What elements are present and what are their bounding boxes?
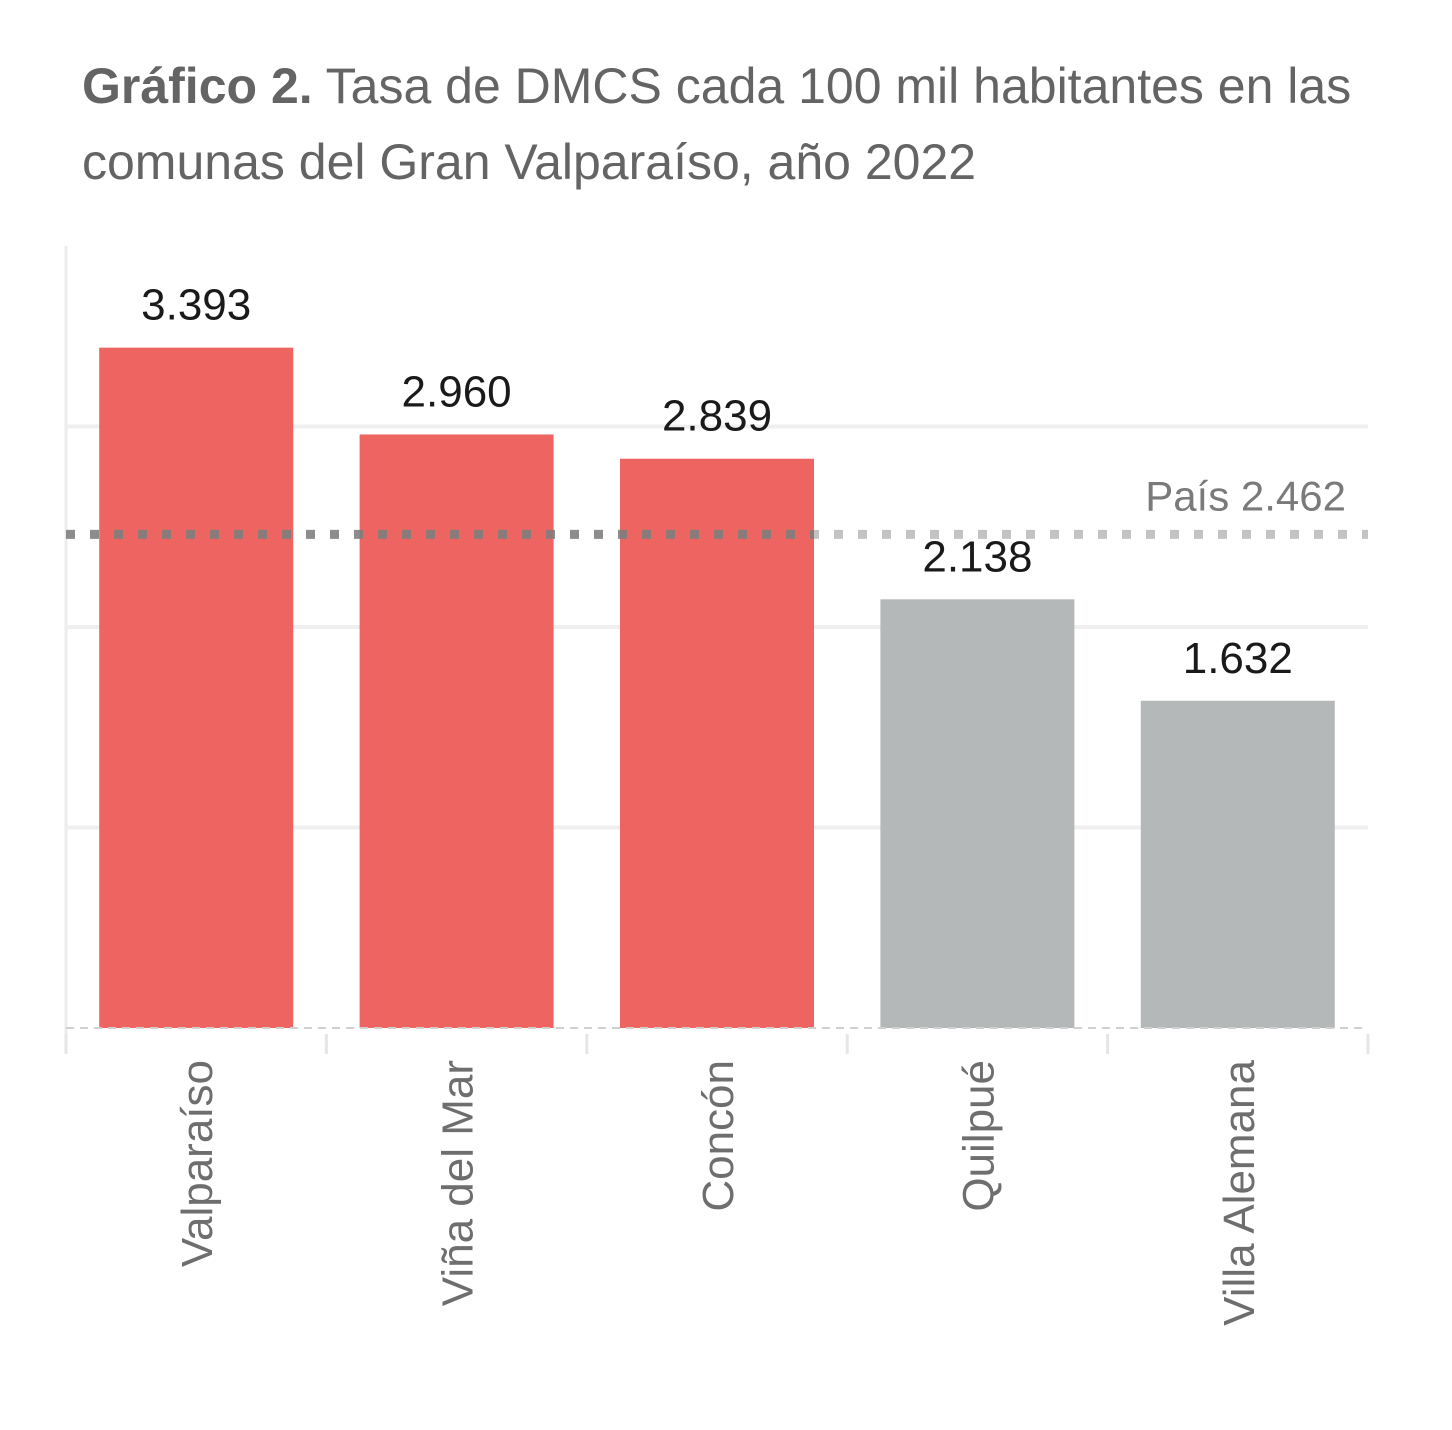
category-label-2: Concón (694, 1060, 743, 1212)
bar-1 (359, 434, 554, 1028)
bars (99, 347, 1335, 1028)
bar-2 (620, 458, 814, 1028)
bar-4 (1140, 700, 1335, 1028)
bar-3 (880, 599, 1075, 1028)
value-label-4: 1.632 (1183, 634, 1293, 683)
value-labels: 3.393 2.960 2.839 2.138 1.632 (141, 281, 1293, 683)
category-label-3: Quilpué (954, 1060, 1003, 1212)
category-label-4: Villa Alemana (1215, 1059, 1264, 1325)
chart-title-prefix: Gráfico 2. (82, 58, 313, 114)
value-label-1: 2.960 (402, 367, 512, 416)
chart-title: Gráfico 2. Tasa de DMCS cada 100 mil hab… (82, 48, 1382, 200)
category-label-1: Viña del Mar (434, 1060, 483, 1306)
chart-title-text: Tasa de DMCS cada 100 mil habitantes en … (82, 58, 1352, 190)
x-axis: Valparaíso Viña del Mar Concón Quilpué Villa… (64, 1027, 1370, 1326)
value-label-2: 2.839 (662, 392, 772, 441)
reference-line-group: País 2.462 (66, 472, 1368, 539)
value-label-3: 2.138 (922, 532, 1032, 581)
reference-line-label: País 2.462 (1145, 472, 1346, 519)
bar-0 (99, 347, 294, 1028)
value-label-0: 3.393 (141, 281, 251, 330)
category-label-0: Valparaíso (173, 1060, 222, 1267)
